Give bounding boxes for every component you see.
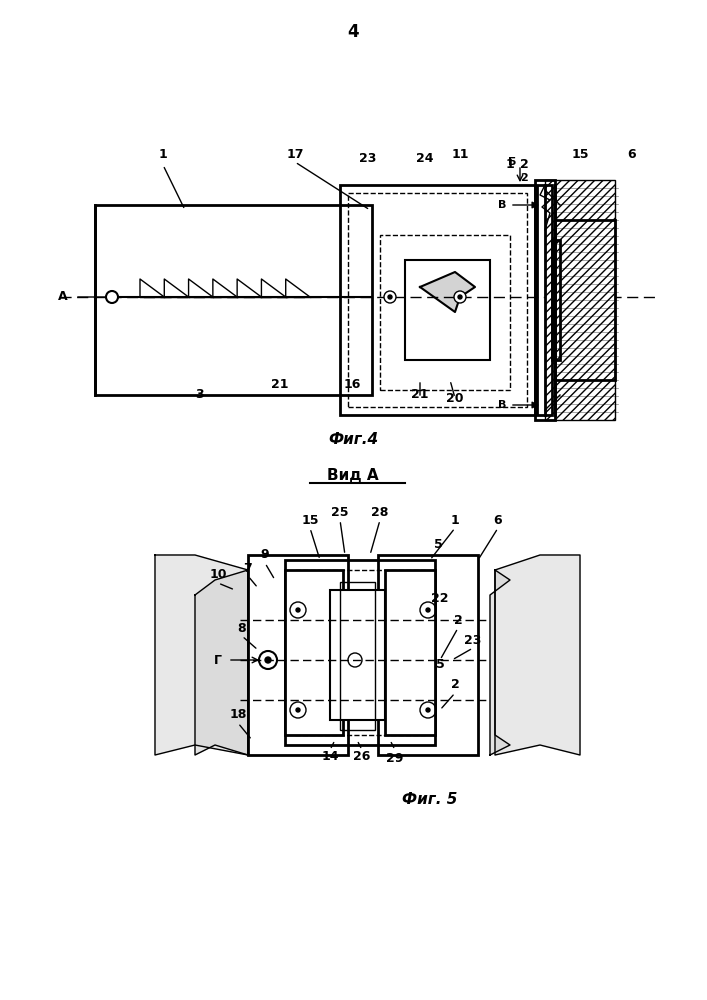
Text: 23: 23 bbox=[464, 634, 481, 647]
Circle shape bbox=[384, 291, 396, 303]
Text: 23: 23 bbox=[359, 151, 377, 164]
Polygon shape bbox=[420, 272, 475, 312]
Text: 1: 1 bbox=[450, 514, 460, 526]
Bar bbox=[330, 590, 385, 720]
Bar bbox=[380, 235, 510, 390]
Text: 29: 29 bbox=[386, 752, 404, 764]
Circle shape bbox=[388, 295, 392, 299]
Text: 6: 6 bbox=[493, 514, 502, 526]
Text: 14: 14 bbox=[321, 750, 339, 764]
Bar bbox=[552, 240, 560, 360]
Bar bbox=[285, 560, 435, 745]
Text: 20: 20 bbox=[446, 391, 464, 404]
Circle shape bbox=[265, 657, 271, 663]
Bar bbox=[340, 582, 375, 730]
Text: 15: 15 bbox=[571, 148, 589, 161]
Polygon shape bbox=[495, 555, 580, 755]
Bar bbox=[295, 570, 425, 735]
Text: 24: 24 bbox=[416, 151, 434, 164]
Text: 21: 21 bbox=[271, 378, 288, 391]
Circle shape bbox=[426, 608, 430, 612]
Polygon shape bbox=[490, 570, 510, 755]
Text: 21: 21 bbox=[411, 388, 428, 401]
Text: 3: 3 bbox=[196, 388, 204, 401]
Text: 17: 17 bbox=[286, 148, 304, 161]
Text: 4: 4 bbox=[347, 23, 359, 41]
Bar bbox=[545, 180, 615, 420]
Bar bbox=[348, 193, 527, 407]
Circle shape bbox=[458, 295, 462, 299]
Bar bbox=[378, 555, 478, 755]
Text: 18: 18 bbox=[229, 708, 247, 722]
Circle shape bbox=[296, 708, 300, 712]
Text: 15: 15 bbox=[301, 514, 319, 526]
Text: 2: 2 bbox=[450, 678, 460, 692]
Text: Г: Г bbox=[214, 654, 222, 666]
Polygon shape bbox=[155, 555, 248, 755]
Bar bbox=[248, 555, 348, 755]
Bar bbox=[385, 570, 435, 735]
Text: А: А bbox=[59, 290, 68, 304]
Bar bbox=[405, 260, 490, 360]
Bar bbox=[95, 205, 372, 395]
Text: 5: 5 bbox=[433, 538, 443, 552]
Text: Фиг. 5: Фиг. 5 bbox=[402, 792, 457, 808]
Text: 10: 10 bbox=[209, 568, 227, 582]
Polygon shape bbox=[195, 570, 248, 755]
Text: 22: 22 bbox=[431, 591, 449, 604]
Circle shape bbox=[106, 291, 118, 303]
Text: 25: 25 bbox=[332, 506, 349, 518]
Text: Вид А: Вид А bbox=[327, 468, 379, 483]
Text: Фиг.4: Фиг.4 bbox=[328, 432, 378, 448]
Text: 28: 28 bbox=[371, 506, 389, 518]
Text: 6: 6 bbox=[628, 148, 636, 161]
Text: 16: 16 bbox=[344, 378, 361, 391]
Text: 2: 2 bbox=[520, 158, 528, 172]
Text: 9: 9 bbox=[261, 548, 269, 562]
Text: 7: 7 bbox=[244, 562, 252, 574]
Text: В: В bbox=[498, 400, 506, 410]
Bar bbox=[340, 185, 535, 415]
Text: 5: 5 bbox=[436, 658, 445, 672]
Text: 2: 2 bbox=[520, 173, 528, 183]
Text: 1: 1 bbox=[158, 148, 168, 161]
Circle shape bbox=[426, 708, 430, 712]
Bar bbox=[535, 180, 555, 420]
Text: 8: 8 bbox=[238, 621, 246, 635]
Text: Б: Б bbox=[508, 157, 516, 167]
Bar bbox=[285, 570, 343, 735]
Text: 2: 2 bbox=[454, 613, 462, 626]
Text: В: В bbox=[498, 200, 506, 210]
Text: 11: 11 bbox=[451, 148, 469, 161]
Text: 1: 1 bbox=[506, 158, 515, 172]
Circle shape bbox=[296, 608, 300, 612]
Bar bbox=[537, 185, 552, 415]
Text: 26: 26 bbox=[354, 750, 370, 764]
Bar bbox=[555, 220, 615, 380]
Circle shape bbox=[454, 291, 466, 303]
